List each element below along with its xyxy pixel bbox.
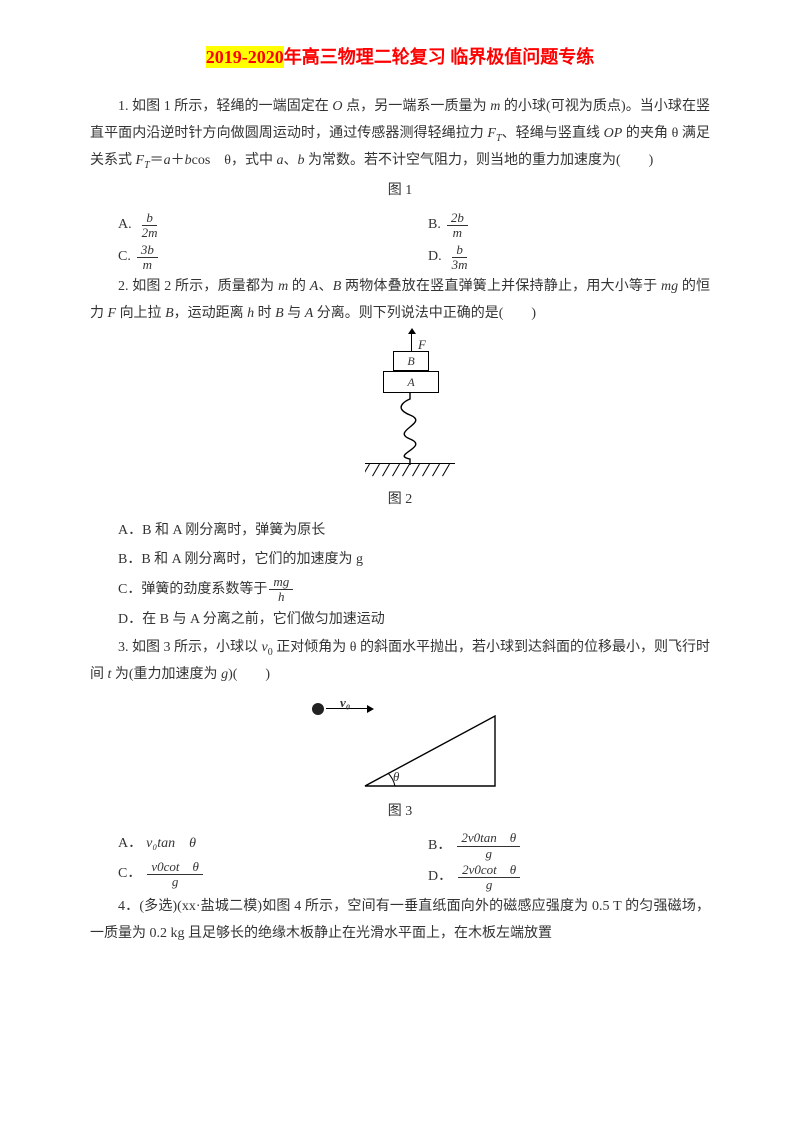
q2-opt-b: B．B 和 A 刚分离时，它们的加速度为 g [90, 547, 710, 574]
q2-opt-c: C．弹簧的劲度系数等于 mgh [90, 575, 710, 605]
q3-opt-b: B．2v0tan θg [400, 831, 710, 861]
q4-text: 4．(多选)(xx·盐城二模)如图 4 所示，空间有一垂直纸面向外的磁感应强度为… [90, 894, 710, 947]
block-a: A [383, 371, 439, 393]
q2-text: 2. 如图 2 所示，质量都为 m 的 A、B 两物体叠放在竖直弹簧上并保持静止… [90, 274, 710, 327]
page-title: 2019-2020年高三物理二轮复习 临界极值问题专练 [90, 40, 710, 74]
q1-options: A.b2m C.3bm B.2bm D.b3m [90, 209, 710, 274]
fig3-label: 图 3 [90, 799, 710, 826]
fig2-label: 图 2 [90, 487, 710, 514]
title-highlight: 2019-2020 [206, 46, 284, 68]
q3-text: 3. 如图 3 所示，小球以 v0 正对倾角为 θ 的斜面水平抛出，若小球到达斜… [90, 635, 710, 688]
q1-opt-c: C.3bm [90, 243, 400, 273]
q1-opt-b: B.2bm [400, 211, 710, 241]
ground-icon [365, 463, 455, 477]
q3-opt-a: A．v₀tan θ [90, 831, 400, 858]
angle-label: θ [393, 765, 399, 790]
fig3-diagram: v₀ θ [290, 695, 510, 795]
fig1-label: 图 1 [90, 178, 710, 205]
q1-text: 1. 如图 1 所示，轻绳的一端固定在 O 点，另一端系一质量为 m 的小球(可… [90, 94, 710, 174]
q2-opt-d: D．在 B 与 A 分离之前，它们做匀加速运动 [90, 607, 710, 634]
ball-icon [312, 703, 324, 715]
q2-opt-a: A．B 和 A 刚分离时，弹簧为原长 [90, 518, 710, 545]
block-b: B [393, 351, 429, 371]
title-rest: 年高三物理二轮复习 临界极值问题专练 [284, 47, 595, 67]
spring-icon [375, 393, 445, 465]
velocity-label: v₀ [340, 691, 350, 716]
incline-icon [360, 711, 500, 791]
q1-opt-a: A.b2m [90, 211, 400, 241]
q3-opt-c: C．v0cot θg [90, 860, 400, 890]
q3-options: A．v₀tan θ C．v0cot θg B．2v0tan θg D．2v0co… [90, 829, 710, 894]
fig2-diagram: F B A [355, 333, 445, 483]
force-arrow-icon [411, 333, 412, 351]
q3-opt-d: D．2v0cot θg [400, 863, 710, 893]
q1-opt-d: D.b3m [400, 243, 710, 273]
